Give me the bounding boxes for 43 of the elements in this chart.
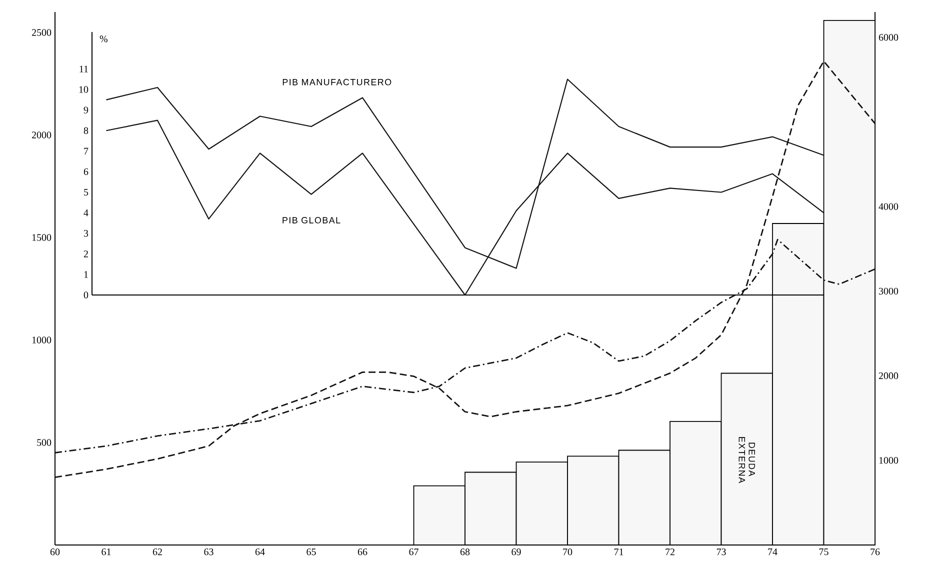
- text: PIB GLOBAL: [282, 217, 340, 224]
- text: PIB MANUFACTURERO: [282, 78, 392, 86]
- y2-tick-label: 3000: [879, 288, 898, 295]
- series-label: DEUDA EXTERNA: [738, 437, 755, 484]
- y-tick-label: 2000: [32, 132, 52, 138]
- x-tick-label: 62: [152, 548, 162, 556]
- y3-tick-label: 8: [84, 127, 88, 134]
- x-tick-label: 60: [50, 548, 60, 556]
- x-tick-label: 72: [666, 548, 674, 556]
- x-tick-label: 70: [563, 548, 572, 556]
- y-tick-label: 1000: [32, 336, 52, 344]
- y3-tick-label: 7: [84, 148, 88, 154]
- y3-tick-label: 2: [84, 250, 88, 258]
- y3-tick-label: 0: [84, 292, 88, 298]
- y3-axis-title: %: [100, 36, 108, 42]
- y3-tick-label: 6: [84, 168, 88, 176]
- x-tick-label: 66: [358, 548, 368, 556]
- x-tick-label: 64: [255, 548, 265, 556]
- x-tick-label: 75: [819, 548, 828, 556]
- x-tick-label: 76: [870, 548, 880, 556]
- y3-tick-label: 3: [84, 230, 88, 237]
- y-tick-label: 500: [37, 439, 52, 446]
- x-tick-label: 63: [204, 548, 214, 556]
- x-tick-label: 69: [512, 548, 521, 556]
- y3-tick-label: 4: [84, 210, 88, 216]
- y3-tick-label: 11: [80, 66, 88, 72]
- x-tick-label: 71: [614, 548, 624, 556]
- x-tick-label: 65: [306, 548, 316, 556]
- x-tick-label: 68: [460, 548, 470, 556]
- y3-tick-label: 10: [79, 86, 88, 93]
- y3-tick-label: 5: [84, 188, 88, 196]
- y2-tick-label: 1000: [879, 457, 898, 464]
- y3-tick-label: 9: [84, 106, 88, 114]
- x-tick-label: 61: [102, 548, 111, 556]
- y3-tick-label: 1: [84, 271, 88, 278]
- x-tick-label: 73: [716, 548, 726, 556]
- x-tick-label: 67: [409, 548, 418, 556]
- y2-tick-label: 2000: [878, 372, 898, 380]
- x-tick-label: 74: [768, 548, 778, 556]
- y2-tick-label: 6000: [878, 34, 898, 41]
- y-tick-label: 2500: [32, 29, 52, 36]
- y2-tick-label: 4000: [878, 203, 898, 210]
- y-tick-label: 1500: [32, 234, 52, 241]
